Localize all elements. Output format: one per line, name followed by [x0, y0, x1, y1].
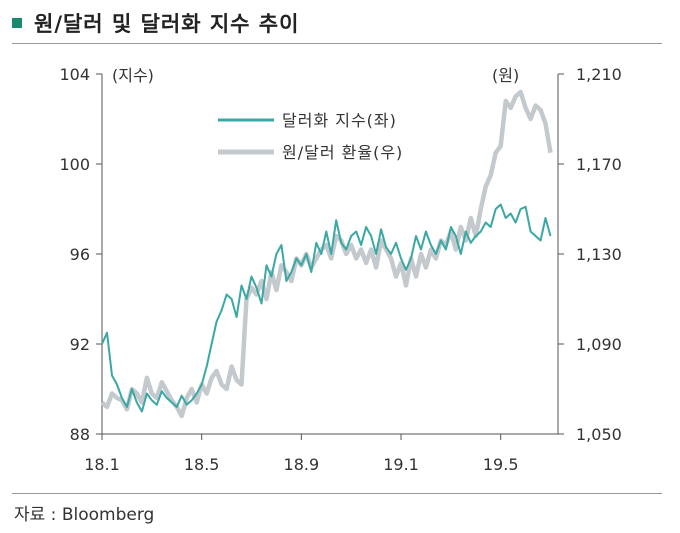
x-axis-tick-label: 19.1	[383, 455, 419, 474]
left-axis-tick-label: 104	[59, 65, 90, 84]
bottom-divider	[12, 493, 662, 494]
title-block: 원/달러 및 달러화 지수 추이	[12, 8, 299, 38]
right-axis-tick-label: 1,050	[576, 425, 622, 444]
right-axis-tick-label: 1,210	[576, 65, 622, 84]
right-axis-tick-label: 1,130	[576, 245, 622, 264]
right-axis-unit-label: (원)	[492, 66, 519, 85]
x-axis-tick-label: 18.5	[184, 455, 220, 474]
left-axis-tick-label: 96	[70, 245, 90, 264]
x-axis-tick-label: 18.9	[284, 455, 320, 474]
left-axis-tick-label: 100	[59, 155, 90, 174]
chart-title: 원/달러 및 달러화 지수 추이	[34, 12, 300, 36]
x-axis-tick-label: 19.5	[483, 455, 519, 474]
axes-layer: 104 100 96 92 88 1,210 1,170 1,130 1,090 1,050 18.…	[59, 65, 621, 474]
left-axis-tick-label: 88	[70, 425, 90, 444]
left-axis-tick-label: 92	[70, 335, 90, 354]
chart-area: 104 100 96 92 88 1,210 1,170 1,130 1,090 1,050 18.…	[59, 65, 621, 474]
legend-label-dollar-index: 달러화 지수(좌)	[282, 111, 397, 130]
right-axis-tick-label: 1,170	[576, 155, 622, 174]
x-axis-tick-label: 18.1	[84, 455, 120, 474]
series-line-dollar-index	[101, 203, 552, 413]
series-layer	[100, 89, 553, 419]
legend: 달러화 지수(좌) 원/달러 환율(우)	[218, 111, 403, 162]
series-line-krw-usd	[100, 89, 553, 419]
right-axis-tick-label: 1,090	[576, 335, 622, 354]
legend-label-krw-usd: 원/달러 환율(우)	[282, 143, 403, 162]
source-note: 자료 : Bloomberg	[14, 505, 155, 525]
left-axis-unit-label: (지수)	[112, 66, 154, 85]
title-bullet-icon	[12, 18, 22, 28]
top-divider	[12, 43, 662, 44]
